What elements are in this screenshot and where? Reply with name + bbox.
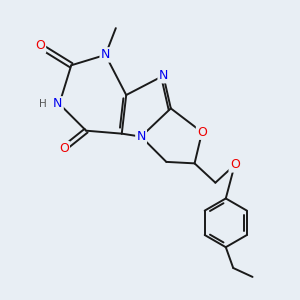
Text: O: O <box>230 158 240 171</box>
Text: O: O <box>197 126 207 139</box>
Text: O: O <box>59 142 69 155</box>
Text: O: O <box>35 40 45 52</box>
Text: N: N <box>101 48 110 62</box>
Text: N: N <box>159 69 168 82</box>
Text: N: N <box>53 98 62 110</box>
Text: N: N <box>136 130 146 143</box>
Text: H: H <box>39 99 47 109</box>
